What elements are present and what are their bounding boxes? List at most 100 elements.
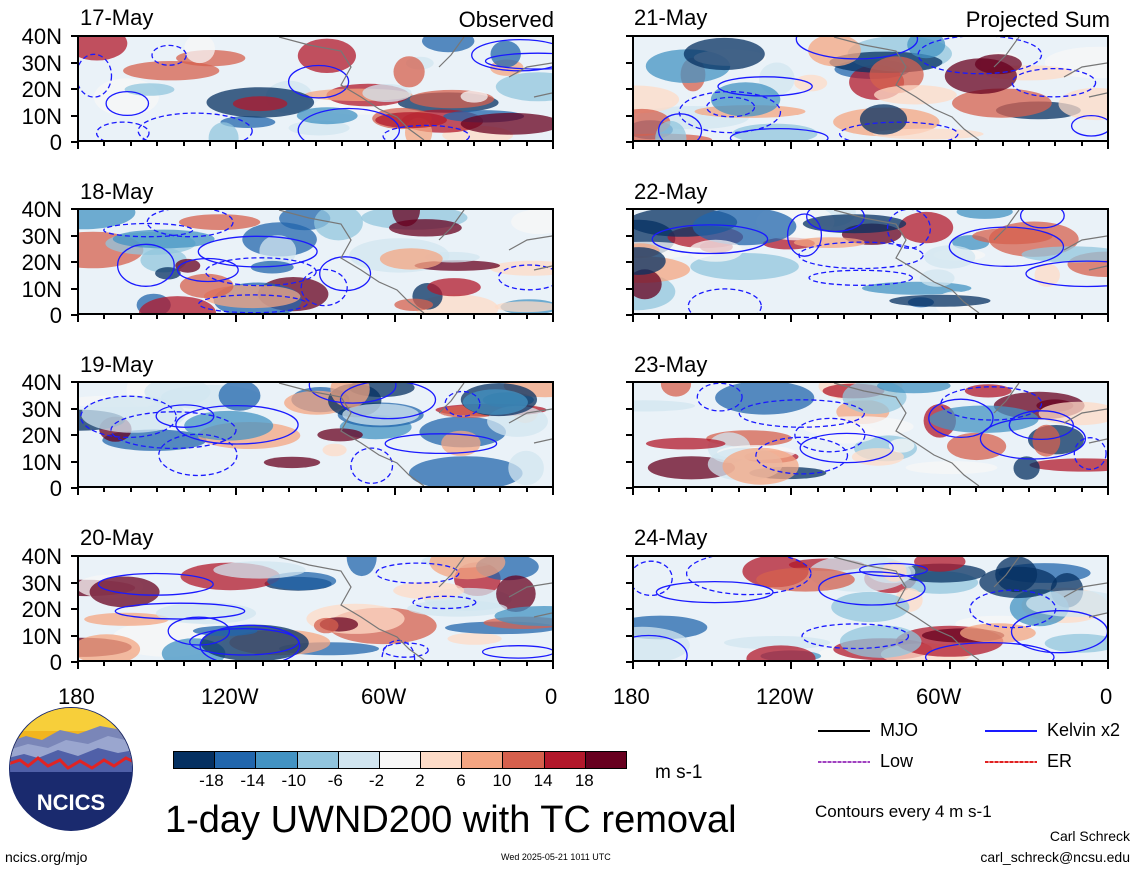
x-tick	[658, 488, 661, 492]
x-tick	[129, 315, 132, 319]
y-tick	[626, 460, 632, 463]
x-tick	[261, 315, 264, 319]
x-tick	[446, 315, 449, 319]
panel-date-left-2: 18-May	[80, 179, 154, 204]
x-tick	[1028, 488, 1030, 492]
y-tick	[71, 460, 77, 463]
x-tick	[103, 315, 106, 319]
y-tick	[626, 88, 632, 90]
y-tick	[626, 634, 632, 637]
uwnd-field	[79, 557, 552, 660]
x-tick	[525, 488, 528, 492]
y-tick	[71, 287, 77, 290]
uwnd-field	[634, 383, 1107, 486]
x-tick	[764, 315, 766, 319]
uwnd-field	[79, 210, 552, 313]
legend-line-mjo	[818, 730, 870, 732]
lat-label: 20N	[21, 77, 62, 102]
y-tick	[626, 61, 632, 64]
lon-label-60w-right: 60W	[916, 684, 962, 709]
uwnd-field	[634, 557, 1107, 660]
colorbar-tick-label: 18	[574, 771, 594, 790]
x-tick	[632, 315, 634, 322]
x-tick	[843, 142, 846, 146]
x-tick	[156, 488, 159, 492]
y-tick	[71, 381, 77, 383]
colorbar-tick-label: -2	[368, 771, 385, 790]
lat-label: 40N	[21, 197, 62, 222]
x-tick	[658, 662, 661, 666]
ncics-logo-icon: NCICS	[9, 707, 133, 831]
y-tick	[626, 581, 632, 584]
y-tick	[626, 234, 632, 237]
x-tick	[1080, 315, 1083, 319]
x-tick	[658, 142, 661, 146]
colorbar-units: m s-1	[655, 762, 703, 783]
x-tick	[156, 142, 159, 146]
colorbar-swatch	[255, 751, 298, 769]
y-tick	[626, 208, 632, 210]
x-tick	[209, 488, 211, 492]
x-tick	[737, 488, 740, 492]
lat-label: 30N	[21, 223, 62, 249]
y-tick	[71, 88, 77, 90]
colorbar-swatch	[173, 751, 216, 769]
x-tick	[1001, 142, 1004, 146]
x-tick	[288, 488, 291, 492]
colorbar-swatch	[214, 751, 257, 769]
panel-date-left-4: 20-May	[80, 525, 154, 550]
x-tick	[77, 315, 79, 322]
x-tick	[711, 662, 714, 666]
panel-date-right-4: 24-May	[634, 525, 708, 550]
uwnd-field	[634, 37, 1107, 140]
x-tick	[182, 315, 185, 319]
lat-label: 40N	[21, 24, 62, 49]
x-tick	[896, 488, 898, 492]
legend-line-low	[818, 761, 870, 763]
x-tick	[1028, 315, 1030, 319]
y-tick	[626, 381, 632, 383]
x-tick	[790, 662, 793, 669]
colorbar-tick-label: -6	[327, 771, 343, 790]
x-tick	[711, 315, 714, 319]
x-tick	[420, 488, 423, 492]
y-tick	[71, 234, 77, 237]
x-tick	[1054, 662, 1057, 666]
x-tick	[420, 142, 423, 146]
y-tick	[71, 114, 77, 117]
colorbar	[173, 751, 627, 769]
x-tick	[1080, 488, 1083, 492]
y-tick	[626, 261, 632, 263]
panel-date-right-2: 22-May	[634, 179, 708, 204]
x-tick	[420, 662, 423, 666]
y-tick	[626, 35, 632, 37]
map-panel-left-2	[77, 208, 554, 315]
footer-email: carl_schreck@ncsu.edu	[980, 849, 1130, 865]
x-tick	[658, 315, 661, 319]
x-tick	[499, 662, 502, 666]
map-panel-right-2	[632, 208, 1109, 315]
x-tick	[1080, 142, 1083, 146]
colorbar-tick-label: 10	[492, 771, 512, 790]
x-tick	[975, 488, 978, 492]
footer-author: Carl Schreck	[1049, 828, 1130, 844]
lat-label: 30N	[21, 50, 62, 76]
map-panel-left-1	[77, 35, 554, 142]
x-tick	[1028, 662, 1030, 666]
lat-label: 10N	[21, 103, 62, 129]
x-tick	[103, 662, 106, 666]
x-tick	[632, 142, 634, 149]
y-tick	[71, 61, 77, 64]
figure-title: 1-day UWND200 with TC removal	[165, 799, 737, 841]
x-tick	[737, 142, 740, 146]
lat-label: 0	[49, 130, 62, 155]
y-tick	[71, 261, 77, 263]
x-tick	[1001, 315, 1004, 319]
x-tick	[922, 315, 925, 319]
x-tick	[209, 315, 211, 319]
x-tick	[1107, 662, 1110, 669]
x-tick	[869, 142, 872, 146]
y-tick	[71, 555, 77, 557]
legend-label-er: ER	[1047, 751, 1073, 771]
x-tick	[367, 488, 370, 492]
